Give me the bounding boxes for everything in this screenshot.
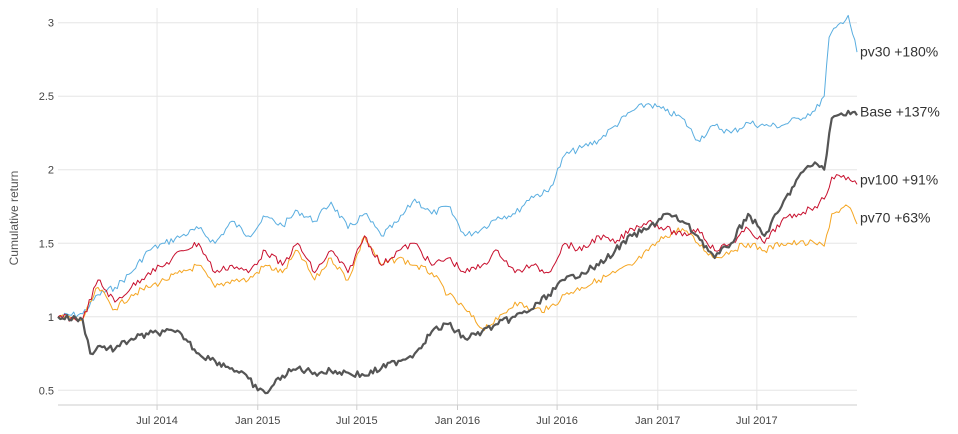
end-labels: pv30 +180% Base +137% pv100 +91% pv70 +63% (860, 44, 940, 226)
x-tick-label: Jul 2014 (136, 415, 178, 427)
end-label-pv100: pv100 +91% (860, 172, 938, 188)
end-label-pv30: pv30 +180% (860, 44, 938, 60)
y-tick-label: 0.5 (39, 385, 54, 397)
x-tick-label: Jul 2017 (736, 415, 778, 427)
x-tick-labels: Jul 2014 Jan 2015 Jul 2015 Jan 2016 Jul 2016… (136, 415, 777, 427)
x-tick-label: Jan 2017 (635, 415, 680, 427)
y-tick-label: 2.5 (39, 91, 54, 103)
series-line-pv100 (57, 174, 858, 323)
series-line-pv30 (57, 14, 858, 318)
y-tick-label: 2 (48, 165, 54, 177)
series-line-base (57, 109, 858, 395)
y-tick-label: 1.5 (39, 238, 54, 250)
series-line-pv70 (58, 204, 858, 331)
x-tick-label: Jan 2015 (235, 415, 280, 427)
end-label-pv70: pv70 +63% (860, 210, 930, 226)
grid-layer (58, 8, 857, 410)
series-layer (57, 14, 858, 395)
y-tick-label: 1 (48, 312, 54, 324)
axis-layer: Cumulative return (7, 171, 857, 406)
end-label-base: Base +137% (860, 104, 940, 120)
y-tick-label: 3 (48, 18, 54, 30)
x-tick-label: Jan 2016 (435, 415, 480, 427)
x-tick-label: Jul 2015 (336, 415, 378, 427)
y-tick-labels: 0.5 1 1.5 2 2.5 3 (39, 18, 54, 398)
y-axis-label: Cumulative return (7, 171, 21, 266)
x-tick-label: Jul 2016 (536, 415, 578, 427)
